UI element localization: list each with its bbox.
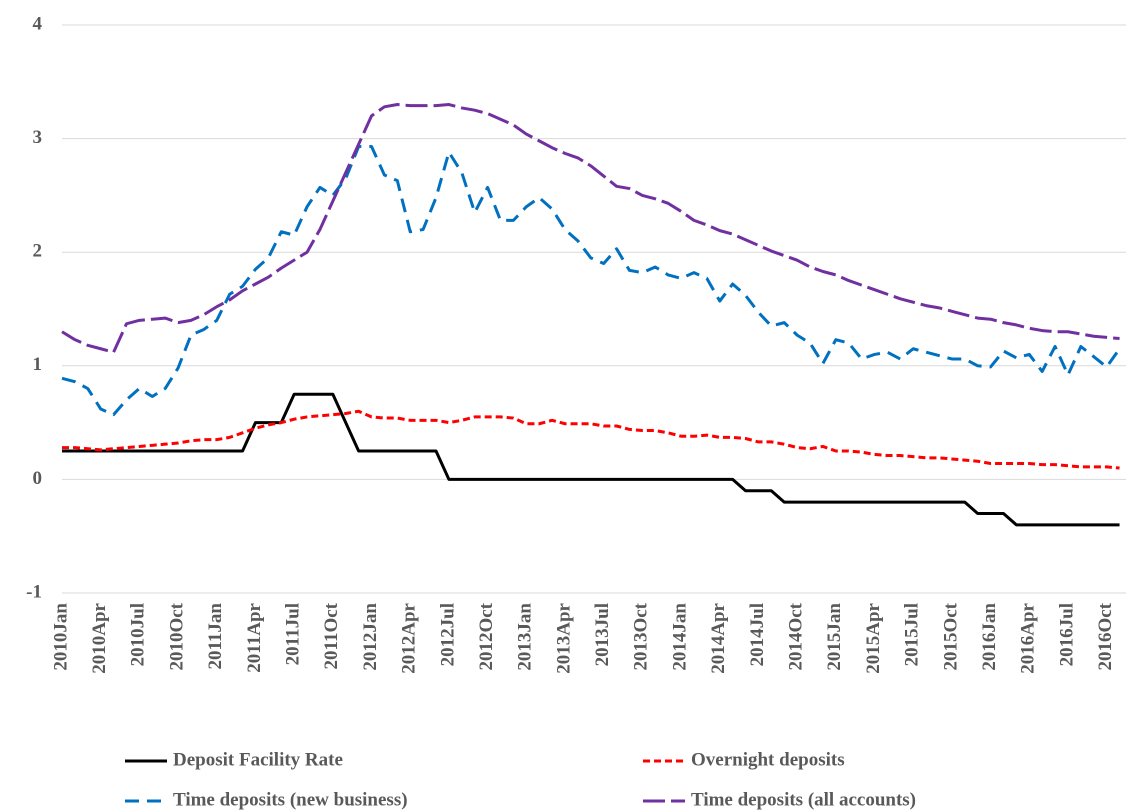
- x-tick-label: 2012Apr: [399, 602, 420, 673]
- data-line: [62, 409, 1120, 470]
- y-tick-label: 0: [33, 468, 43, 489]
- legend-label: Overnight deposits: [691, 749, 845, 770]
- y-tick-label: 4: [33, 13, 43, 34]
- legend-label: Time deposits (new business): [173, 789, 408, 810]
- x-tick-label: 2014Oct: [785, 602, 806, 670]
- x-tick-label: 2014Jul: [747, 603, 768, 666]
- x-tick-label: 2015Oct: [940, 602, 961, 670]
- x-tick-label: 2013Jul: [592, 603, 613, 666]
- x-tick-label: 2015Jul: [902, 603, 923, 666]
- y-tick-label: -1: [26, 581, 42, 602]
- x-tick-label: 2014Jan: [669, 603, 690, 671]
- data-line: [61, 145, 1121, 417]
- legend-label: Deposit Facility Rate: [173, 749, 343, 770]
- x-tick-label: 2015Apr: [863, 602, 884, 673]
- x-tick-label: 2011Apr: [244, 602, 265, 672]
- x-tick-label: 2016Apr: [1018, 602, 1039, 673]
- x-tick-label: 2011Jan: [205, 603, 226, 670]
- x-tick-label: 2012Jan: [360, 603, 381, 671]
- x-tick-label: 2012Oct: [476, 602, 497, 670]
- data-line: [62, 392, 1120, 527]
- data-line: [61, 103, 1120, 354]
- y-tick-label: 1: [33, 354, 43, 375]
- x-tick-label: 2016Oct: [1095, 602, 1116, 670]
- y-tick-label: 2: [33, 241, 43, 262]
- legend-label: Time deposits (all accounts): [691, 789, 916, 810]
- x-tick-label: 2010Oct: [166, 602, 187, 670]
- x-tick-label: 2011Jul: [283, 603, 304, 665]
- x-tick-label: 2013Oct: [631, 602, 652, 670]
- x-tick-label: 2013Jan: [515, 603, 536, 671]
- x-tick-label: 2012Jul: [437, 603, 458, 666]
- x-tick-label: 2016Jan: [979, 603, 1000, 671]
- x-tick-label: 2015Jan: [824, 603, 845, 671]
- x-tick-label: 2014Apr: [708, 602, 729, 673]
- x-tick-label: 2010Jan: [50, 603, 71, 671]
- x-tick-label: 2010Apr: [89, 602, 110, 673]
- x-tick-label: 2016Jul: [1056, 603, 1077, 666]
- x-tick-label: 2011Oct: [321, 602, 342, 669]
- y-tick-label: 3: [33, 127, 43, 148]
- x-tick-label: 2010Jul: [128, 603, 149, 666]
- x-tick-label: 2013Apr: [553, 602, 574, 673]
